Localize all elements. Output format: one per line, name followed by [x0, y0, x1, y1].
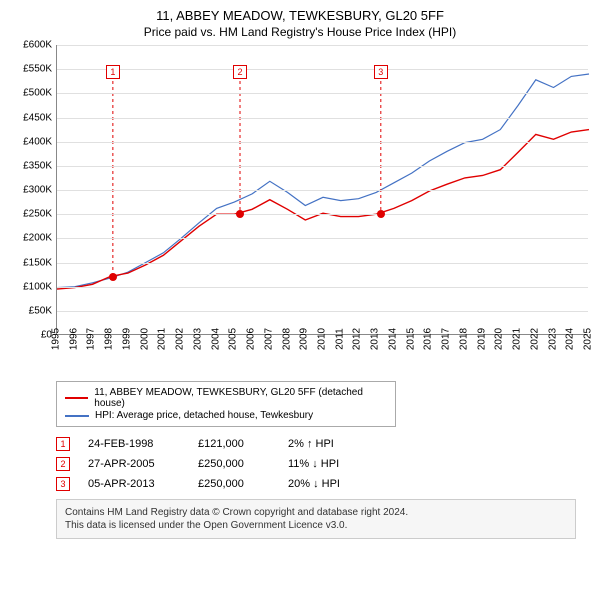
x-tick-label: 2025	[583, 328, 594, 350]
gridline	[57, 45, 588, 46]
transaction-marker: 1	[56, 437, 70, 451]
transaction-date: 27-APR-2005	[88, 458, 198, 470]
gridline	[57, 311, 588, 312]
x-tick-label: 2011	[334, 328, 345, 350]
legend-label: 11, ABBEY MEADOW, TEWKESBURY, GL20 5FF (…	[94, 387, 387, 409]
gridline	[57, 190, 588, 191]
y-tick-label: £100K	[23, 281, 52, 292]
x-tick-label: 2004	[210, 328, 221, 350]
x-tick-label: 2007	[263, 328, 274, 350]
y-tick-label: £250K	[23, 209, 52, 220]
x-tick-label: 2017	[441, 328, 452, 350]
gridline	[57, 287, 588, 288]
y-tick-label: £150K	[23, 257, 52, 268]
transaction-row: 2 27-APR-2005£250,00011% ↓ HPI	[56, 457, 588, 471]
marker-label: 3	[374, 65, 388, 79]
x-tick-label: 2019	[476, 328, 487, 350]
x-tick-label: 2015	[405, 328, 416, 350]
x-tick-label: 1996	[68, 328, 79, 350]
chart-container: 11, ABBEY MEADOW, TEWKESBURY, GL20 5FF P…	[0, 0, 600, 551]
transaction-marker: 3	[56, 477, 70, 491]
x-tick-label: 2000	[139, 328, 150, 350]
x-tick-label: 2008	[281, 328, 292, 350]
x-tick-label: 2016	[423, 328, 434, 350]
transaction-diff: 20% ↓ HPI	[288, 478, 378, 490]
footer-line: This data is licensed under the Open Gov…	[65, 519, 567, 532]
transaction-marker: 2	[56, 457, 70, 471]
marker-dot	[377, 210, 385, 218]
y-tick-label: £600K	[23, 40, 52, 51]
transaction-row: 3 05-APR-2013£250,00020% ↓ HPI	[56, 477, 588, 491]
gridline	[57, 142, 588, 143]
x-tick-label: 2024	[565, 328, 576, 350]
chart-title: 11, ABBEY MEADOW, TEWKESBURY, GL20 5FF	[12, 8, 588, 23]
transaction-row: 1 24-FEB-1998£121,0002% ↑ HPI	[56, 437, 588, 451]
x-tick-label: 2001	[157, 328, 168, 350]
gridline	[57, 69, 588, 70]
x-axis: 1995199619971998199920002001200220032004…	[56, 335, 588, 375]
x-tick-label: 2023	[547, 328, 558, 350]
x-tick-label: 2013	[370, 328, 381, 350]
x-tick-label: 2012	[352, 328, 363, 350]
x-tick-label: 2005	[228, 328, 239, 350]
x-tick-label: 2003	[192, 328, 203, 350]
y-tick-label: £550K	[23, 64, 52, 75]
footer-line: Contains HM Land Registry data © Crown c…	[65, 506, 567, 519]
y-tick-label: £50K	[29, 305, 52, 316]
x-tick-label: 2022	[529, 328, 540, 350]
marker-dot	[236, 210, 244, 218]
legend-item: HPI: Average price, detached house, Tewk…	[65, 410, 387, 421]
x-tick-label: 2020	[494, 328, 505, 350]
marker-label: 1	[106, 65, 120, 79]
gridline	[57, 118, 588, 119]
transaction-table: 1 24-FEB-1998£121,0002% ↑ HPI 2 27-APR-2005…	[56, 437, 588, 491]
y-tick-label: £350K	[23, 160, 52, 171]
chart-subtitle: Price paid vs. HM Land Registry's House …	[12, 25, 588, 39]
attribution-footer: Contains HM Land Registry data © Crown c…	[56, 499, 576, 539]
x-tick-label: 2018	[458, 328, 469, 350]
y-tick-label: £500K	[23, 88, 52, 99]
gridline	[57, 238, 588, 239]
x-tick-label: 2009	[299, 328, 310, 350]
legend-swatch	[65, 397, 88, 399]
gridline	[57, 93, 588, 94]
x-tick-label: 2021	[512, 328, 523, 350]
transaction-price: £121,000	[198, 438, 288, 450]
chart-area: £0£50K£100K£150K£200K£250K£300K£350K£400…	[12, 45, 588, 375]
y-tick-label: £450K	[23, 112, 52, 123]
y-tick-label: £300K	[23, 185, 52, 196]
transaction-date: 05-APR-2013	[88, 478, 198, 490]
marker-label: 2	[233, 65, 247, 79]
transaction-diff: 11% ↓ HPI	[288, 458, 378, 470]
transaction-price: £250,000	[198, 478, 288, 490]
y-axis: £0£50K£100K£150K£200K£250K£300K£350K£400…	[12, 45, 56, 335]
gridline	[57, 214, 588, 215]
x-tick-label: 1999	[121, 328, 132, 350]
x-tick-label: 1997	[86, 328, 97, 350]
gridline	[57, 166, 588, 167]
marker-dot	[109, 273, 117, 281]
x-tick-label: 2010	[317, 328, 328, 350]
y-tick-label: £200K	[23, 233, 52, 244]
x-tick-label: 2002	[175, 328, 186, 350]
gridline	[57, 263, 588, 264]
y-tick-label: £400K	[23, 136, 52, 147]
legend-label: HPI: Average price, detached house, Tewk…	[95, 410, 313, 421]
legend-item: 11, ABBEY MEADOW, TEWKESBURY, GL20 5FF (…	[65, 387, 387, 409]
transaction-price: £250,000	[198, 458, 288, 470]
x-tick-label: 1998	[104, 328, 115, 350]
series-line	[57, 130, 589, 290]
legend-swatch	[65, 415, 89, 417]
transaction-diff: 2% ↑ HPI	[288, 438, 378, 450]
x-tick-label: 1995	[51, 328, 62, 350]
series-line	[57, 74, 589, 288]
transaction-date: 24-FEB-1998	[88, 438, 198, 450]
x-tick-label: 2006	[246, 328, 257, 350]
plot-area: 1 2 3	[56, 45, 588, 335]
legend: 11, ABBEY MEADOW, TEWKESBURY, GL20 5FF (…	[56, 381, 396, 427]
x-tick-label: 2014	[387, 328, 398, 350]
